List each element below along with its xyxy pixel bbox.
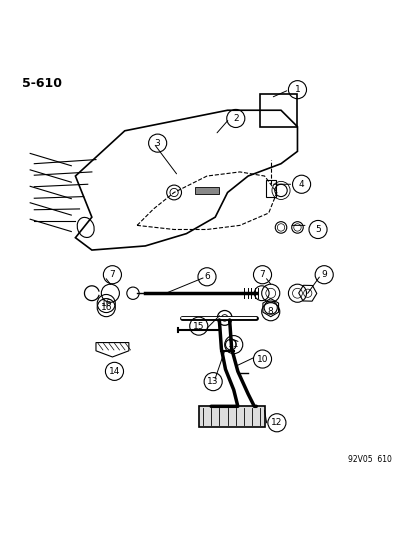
Text: 16: 16 bbox=[100, 299, 112, 308]
Text: 5-610: 5-610 bbox=[22, 77, 62, 90]
Text: 13: 13 bbox=[207, 377, 218, 386]
FancyBboxPatch shape bbox=[194, 187, 219, 193]
Text: 6: 6 bbox=[204, 272, 209, 281]
Text: 8: 8 bbox=[267, 307, 273, 316]
Polygon shape bbox=[198, 406, 264, 427]
Text: 5: 5 bbox=[314, 225, 320, 234]
Text: 7: 7 bbox=[109, 270, 115, 279]
Text: 7: 7 bbox=[259, 270, 265, 279]
Text: 11: 11 bbox=[228, 340, 239, 349]
Text: 9: 9 bbox=[320, 270, 326, 279]
Text: 15: 15 bbox=[192, 321, 204, 330]
Text: 10: 10 bbox=[256, 354, 268, 364]
Text: 3: 3 bbox=[154, 139, 160, 148]
Text: 92V05  610: 92V05 610 bbox=[347, 455, 391, 464]
Text: 12: 12 bbox=[271, 418, 282, 427]
Text: 2: 2 bbox=[233, 114, 238, 123]
Text: 14: 14 bbox=[109, 367, 120, 376]
Text: 1: 1 bbox=[294, 85, 299, 94]
Text: 4: 4 bbox=[298, 180, 304, 189]
Text: 16: 16 bbox=[100, 303, 112, 312]
